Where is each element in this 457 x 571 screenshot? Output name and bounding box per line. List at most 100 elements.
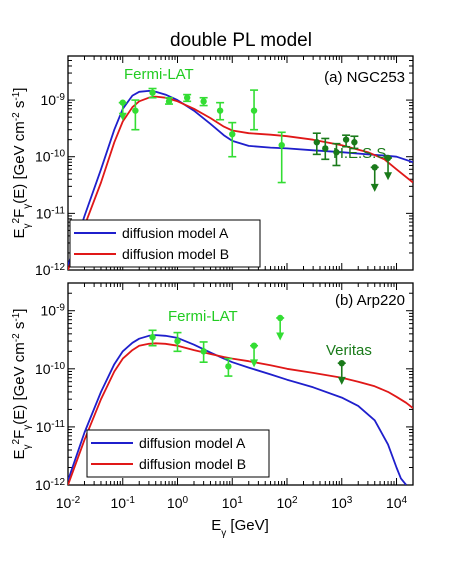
fermi-lat-data-point — [148, 329, 157, 347]
h-e-s-s-data-point — [384, 154, 393, 181]
h-e-s-s-data-point — [342, 134, 351, 148]
veritas-data-point — [337, 359, 346, 385]
fermi-lat-data-point — [183, 93, 192, 103]
fermi-lat-data-point — [199, 96, 208, 107]
data-marker — [132, 107, 139, 114]
diffusion-model-b-curve — [68, 342, 413, 485]
legend-label-model-b: diffusion model B — [139, 456, 246, 472]
diffusion-model-a-curve — [68, 90, 413, 266]
y-tick-label: 10-9 — [41, 302, 66, 319]
panel-ticks — [67, 283, 414, 486]
y-tick-label: 10-12 — [35, 262, 65, 279]
fermi-lat-label: Fermi-LAT — [124, 66, 194, 83]
panel-frame — [67, 282, 414, 486]
data-marker — [229, 130, 236, 138]
data-marker — [250, 107, 258, 114]
x-axis-title: Eγ [GeV] — [211, 517, 269, 539]
y-tick-label: 10-11 — [36, 205, 66, 222]
hess-label: H.E.S.S. — [333, 145, 391, 162]
data-marker — [338, 359, 345, 367]
fermi-lat-data-point — [148, 87, 157, 99]
h-e-s-s-data-point — [370, 164, 379, 192]
fermi-lat-data-point — [228, 121, 237, 158]
panel-ticks — [67, 56, 414, 271]
x-tick-label: 100 — [167, 495, 189, 512]
data-points — [148, 314, 346, 385]
data-marker — [278, 141, 285, 149]
fermi-lat-data-point — [199, 341, 208, 363]
fermi-lat-data-point — [250, 89, 259, 131]
y-axis-title-panel-b: Eγ2Fγ(E) [GeV cm-2 s-1] — [11, 309, 33, 460]
fermi-lat-data-point — [118, 99, 127, 121]
y-tick-label: 10-10 — [35, 148, 65, 165]
x-tick-labels: 10-2 10-1 100 101 102 103 104 — [56, 495, 408, 512]
h-e-s-s-data-point — [312, 132, 321, 156]
fermi-lat-data-point — [216, 101, 225, 121]
upper-limit-arrow — [370, 183, 379, 192]
data-marker — [225, 363, 232, 370]
y-tick-label: 10-12 — [35, 477, 65, 494]
legend-box — [86, 429, 270, 478]
legend-box — [69, 219, 261, 268]
data-marker — [200, 348, 207, 355]
legend: diffusion model A diffusion model B — [69, 219, 261, 268]
data-marker — [149, 89, 156, 96]
legend: diffusion model A diffusion model B — [86, 429, 270, 478]
data-marker — [342, 136, 350, 143]
data-marker — [216, 107, 224, 114]
panel-ngc253: 10-9 10-10 10-11 10-12 (a) NGC253 Fermi-LAT… — [35, 55, 414, 278]
data-marker — [183, 94, 191, 101]
x-tick-label: 104 — [386, 495, 408, 512]
x-tick-label: 10-2 — [56, 495, 81, 512]
model-curves — [68, 334, 413, 485]
x-tick-label: 10-1 — [111, 495, 136, 512]
fermi-lat-data-point — [250, 342, 259, 368]
veritas-label: Veritas — [326, 342, 372, 359]
data-points — [118, 87, 393, 192]
data-marker — [313, 139, 321, 146]
panel-frame — [67, 55, 414, 271]
h-e-s-s-data-point — [332, 142, 341, 167]
data-marker — [322, 145, 329, 152]
fermi-lat-data-point — [277, 131, 286, 184]
y-tick-labels: 10-9 10-10 10-11 10-12 — [35, 92, 65, 278]
data-marker — [351, 139, 358, 146]
data-marker — [250, 342, 258, 349]
y-tick-label: 10-11 — [36, 418, 66, 435]
y-tick-label: 10-9 — [41, 92, 66, 109]
fermi-lat-data-point — [276, 314, 285, 341]
data-marker — [149, 334, 156, 341]
legend-label-model-a: diffusion model A — [139, 435, 246, 451]
upper-limit-arrow — [384, 172, 393, 181]
panel-arp220: 10-9 10-10 10-11 10-12 (b) Arp220 Fermi-LAT… — [35, 282, 414, 493]
fermi-lat-data-point — [173, 331, 182, 353]
x-tick-label: 102 — [276, 495, 298, 512]
h-e-s-s-data-point — [321, 137, 330, 161]
x-tick-label: 103 — [331, 495, 353, 512]
data-marker — [371, 164, 378, 171]
upper-limit-arrow — [118, 112, 127, 121]
data-marker — [384, 154, 392, 162]
upper-limit-arrow — [276, 332, 285, 341]
fermi-lat-data-point — [165, 96, 174, 105]
legend-label-model-a: diffusion model A — [122, 225, 229, 241]
figure-title: double PL model — [170, 30, 312, 51]
x-tick-label: 101 — [222, 495, 244, 512]
data-marker — [119, 99, 126, 106]
h-e-s-s-data-point — [350, 135, 359, 150]
upper-limit-arrow — [337, 376, 346, 385]
data-marker — [200, 98, 207, 105]
fermi-lat-label: Fermi-LAT — [168, 308, 238, 325]
data-marker — [174, 337, 181, 345]
panel-label: (b) Arp220 — [335, 292, 405, 309]
panel-label: (a) NGC253 — [324, 69, 405, 86]
y-tick-labels: 10-9 10-10 10-11 10-12 — [35, 302, 65, 493]
data-marker — [276, 314, 284, 322]
data-marker — [333, 149, 340, 156]
fermi-lat-data-point — [224, 357, 233, 377]
y-axis-title-panel-a: Eγ2Fγ(E) [GeV cm-2 s-1] — [11, 88, 33, 239]
data-marker — [165, 98, 173, 105]
y-tick-label: 10-10 — [35, 360, 65, 377]
fermi-lat-data-point — [131, 99, 140, 131]
